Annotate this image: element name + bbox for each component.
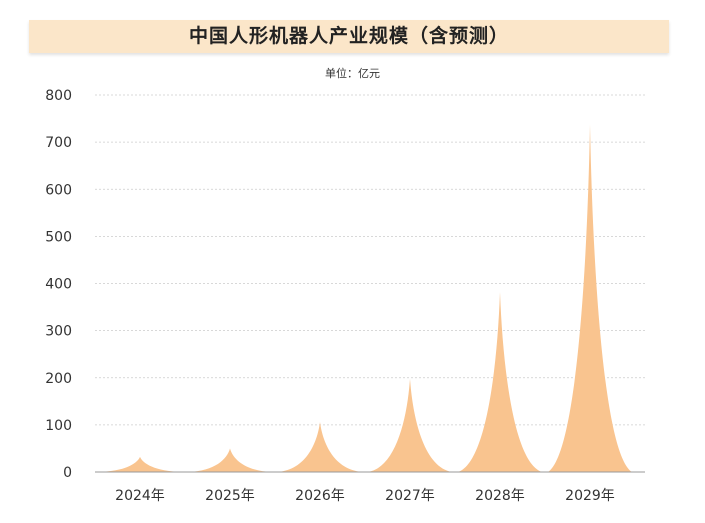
y-tick-label: 800 xyxy=(45,88,72,104)
spike-mark xyxy=(278,422,362,472)
x-tick-label: 2029年 xyxy=(565,488,615,504)
spike-mark xyxy=(458,291,542,472)
x-tick-label: 2024年 xyxy=(115,488,165,504)
y-tick-label: 0 xyxy=(63,465,72,481)
x-axis-ticks: 2024年 2025年 2026年 2027年 2028年 2029年 xyxy=(115,488,615,504)
spikes xyxy=(98,124,632,472)
x-tick-label: 2025年 xyxy=(205,488,255,504)
y-tick-label: 400 xyxy=(45,277,72,293)
title-band: 中国人形机器人产业规模（含预测） xyxy=(29,20,669,53)
spike-mark xyxy=(548,124,632,472)
y-tick-label: 300 xyxy=(45,324,72,340)
y-tick-label: 500 xyxy=(45,229,72,245)
unit-label: 单位：亿元 xyxy=(325,67,380,80)
spike-mark xyxy=(188,448,272,472)
x-tick-label: 2028年 xyxy=(475,488,525,504)
y-tick-label: 200 xyxy=(45,371,72,387)
grid-layer xyxy=(95,94,645,426)
x-tick-label: 2027年 xyxy=(385,488,435,504)
chart-title: 中国人形机器人产业规模（含预测） xyxy=(188,25,509,47)
y-axis-ticks: 0 100 200 300 400 500 600 700 800 xyxy=(45,88,72,481)
x-tick-label: 2026年 xyxy=(295,488,345,504)
y-tick-label: 700 xyxy=(45,135,72,151)
y-tick-label: 600 xyxy=(45,182,72,198)
spike-mark xyxy=(98,456,182,472)
spike-mark xyxy=(368,378,452,472)
y-tick-label: 100 xyxy=(45,418,72,434)
